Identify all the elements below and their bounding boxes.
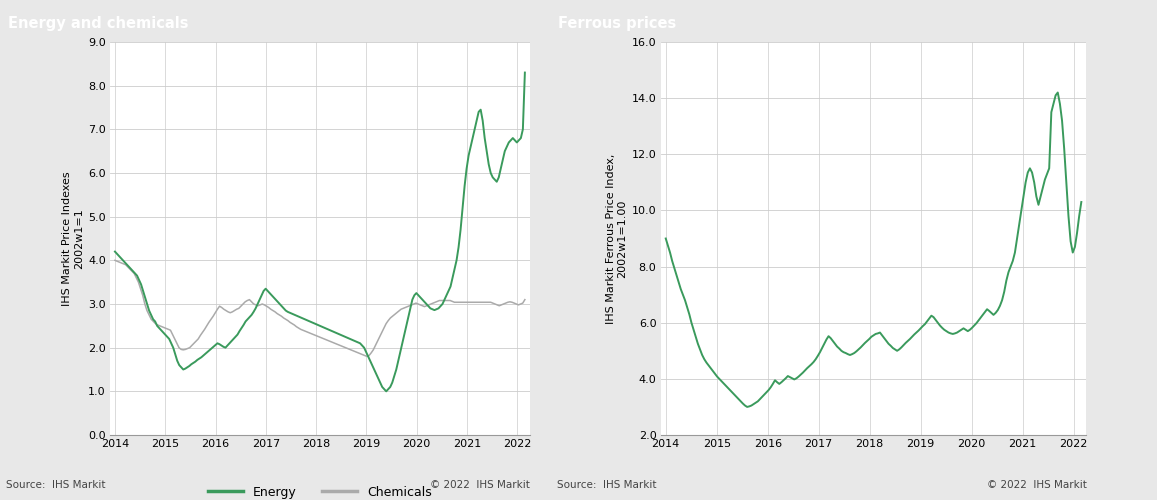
Text: Source:  IHS Markit: Source: IHS Markit: [557, 480, 656, 490]
Y-axis label: IHS Markit Price Indexes
2002w1=1: IHS Markit Price Indexes 2002w1=1: [62, 171, 83, 306]
Legend: Energy, Chemicals: Energy, Chemicals: [204, 480, 436, 500]
Text: © 2022  IHS Markit: © 2022 IHS Markit: [987, 480, 1086, 490]
Text: Energy and chemicals: Energy and chemicals: [8, 16, 189, 32]
Y-axis label: IHS Markit Ferrous Price Index,
2002w1=1.00: IHS Markit Ferrous Price Index, 2002w1=1…: [606, 154, 627, 324]
Text: Ferrous prices: Ferrous prices: [559, 16, 677, 32]
Text: © 2022  IHS Markit: © 2022 IHS Markit: [430, 480, 530, 490]
Text: Source:  IHS Markit: Source: IHS Markit: [6, 480, 105, 490]
